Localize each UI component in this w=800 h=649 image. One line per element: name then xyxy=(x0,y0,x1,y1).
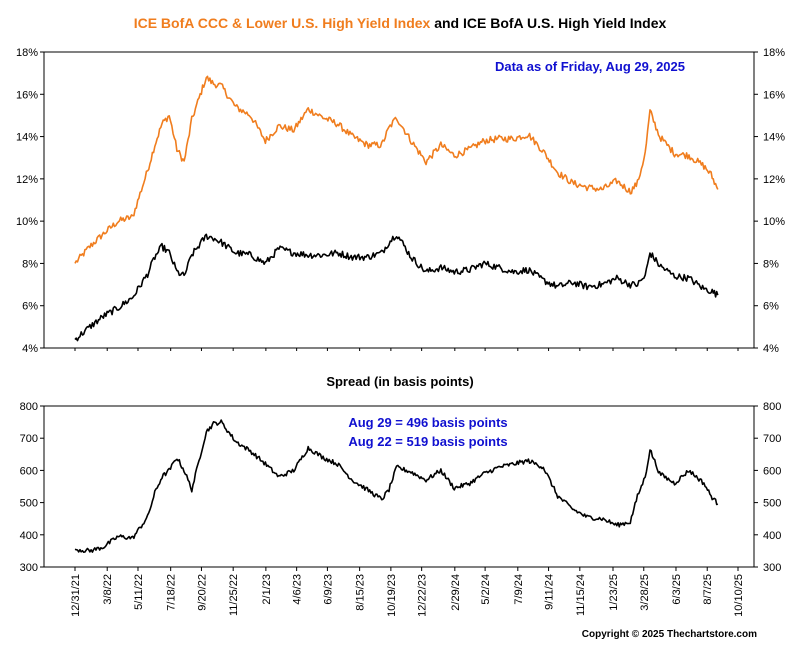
x-tick-label: 6/3/25 xyxy=(671,574,683,605)
y-tick-label-right: 800 xyxy=(763,401,781,413)
y-tick-label-right: 300 xyxy=(763,562,781,574)
x-tick-label: 2/29/24 xyxy=(450,574,462,611)
x-tick-label: 4/6/23 xyxy=(292,574,304,605)
chart-title: ICE BofA CCC & Lower U.S. High Yield Ind… xyxy=(134,15,667,31)
x-tick-label: 11/15/24 xyxy=(575,574,587,616)
spread-annotation-aug29: Aug 29 = 496 basis points xyxy=(348,415,507,430)
y-tick-label-right: 14% xyxy=(763,132,785,144)
y-tick-label-right: 600 xyxy=(763,465,781,477)
spread-plot-area xyxy=(43,405,755,568)
x-tick-label: 6/9/23 xyxy=(322,574,334,605)
x-tick-label: 5/11/22 xyxy=(133,574,145,610)
title-hy-series: and ICE BofA U.S. High Yield Index xyxy=(430,15,666,31)
x-tick-label: 7/18/22 xyxy=(166,574,178,611)
y-tick-label-left: 600 xyxy=(20,465,38,477)
spread-y-axis-left: 300 400 500 600 700 800 xyxy=(20,401,44,574)
y-tick-label-left: 6% xyxy=(22,301,38,313)
y-tick-label-right: 700 xyxy=(763,433,781,445)
x-tick-label: 12/31/21 xyxy=(70,574,82,617)
y-tick-label-left: 12% xyxy=(16,174,38,186)
y-tick-label-right: 8% xyxy=(763,258,779,270)
y-tick-label-right: 400 xyxy=(763,530,781,542)
x-tick-label: 8/7/25 xyxy=(702,574,714,605)
y-tick-label-left: 800 xyxy=(20,401,38,413)
x-tick-label: 5/2/24 xyxy=(480,574,492,605)
y-tick-label-left: 18% xyxy=(16,47,38,59)
x-tick-label: 10/10/25 xyxy=(733,574,745,617)
y-tick-label-left: 10% xyxy=(16,216,38,228)
y-tick-label-right: 18% xyxy=(763,47,785,59)
yield-series-group xyxy=(74,75,719,342)
spread-series-group xyxy=(74,419,719,554)
y-tick-label-left: 8% xyxy=(22,258,38,270)
series-line-0 xyxy=(74,419,719,554)
y-tick-label-left: 300 xyxy=(20,562,38,574)
x-tick-label: 7/9/24 xyxy=(513,574,525,605)
spread-y-axis-right: 300 400 500 600 700 800 xyxy=(754,401,781,574)
spread-annotation-aug22: Aug 22 = 519 basis points xyxy=(348,434,507,449)
y-tick-label-left: 4% xyxy=(22,343,38,355)
y-tick-label-left: 500 xyxy=(20,498,38,510)
x-tick-label: 11/25/22 xyxy=(228,574,240,616)
y-tick-label-right: 500 xyxy=(763,498,781,510)
copyright-text: Copyright © 2025 Thechartstore.com xyxy=(582,629,757,640)
y-tick-label-right: 16% xyxy=(763,89,785,101)
yield-y-axis-left: 4% 6% 8% 10% 12% 14% 16% 18% xyxy=(16,47,44,355)
title-ccc-series: ICE BofA CCC & Lower U.S. High Yield Ind… xyxy=(134,15,431,31)
y-tick-label-left: 700 xyxy=(20,433,38,445)
y-tick-label-right: 4% xyxy=(763,343,779,355)
y-tick-label-right: 12% xyxy=(763,174,785,186)
series-line-0 xyxy=(74,75,719,264)
x-axis: 12/31/21 3/8/22 5/11/22 7/18/22 9/20/22 11/25… xyxy=(70,348,745,617)
series-line-1 xyxy=(74,233,719,342)
spread-panel: 300 400 500 600 700 800 300 400 500 600 700 800 Au… xyxy=(20,401,782,574)
x-tick-label: 3/28/25 xyxy=(639,574,651,611)
y-tick-label-right: 10% xyxy=(763,216,785,228)
x-tick-label: 12/22/23 xyxy=(417,574,429,617)
x-tick-label: 9/11/24 xyxy=(544,574,556,610)
spread-title: Spread (in basis points) xyxy=(326,374,473,389)
x-tick-label: 9/20/22 xyxy=(196,574,208,611)
y-tick-label-left: 16% xyxy=(16,89,38,101)
yield-panel: 4% 6% 8% 10% 12% 14% 16% 18% 4% 6% 8% 10% 12% 14% 16%… xyxy=(16,47,785,355)
x-tick-label: 3/8/22 xyxy=(102,574,114,605)
data-date-annotation: Data as of Friday, Aug 29, 2025 xyxy=(495,59,685,74)
x-tick-label: 10/19/23 xyxy=(386,574,398,617)
x-tick-label: 2/1/23 xyxy=(261,574,273,605)
yield-y-axis-right: 4% 6% 8% 10% 12% 14% 16% 18% xyxy=(754,47,785,355)
y-tick-label-right: 6% xyxy=(763,301,779,313)
yield-plot-area xyxy=(43,51,755,349)
x-tick-label: 8/15/23 xyxy=(355,574,367,611)
y-tick-label-left: 14% xyxy=(16,132,38,144)
x-tick-label: 1/23/25 xyxy=(608,574,620,611)
y-tick-label-left: 400 xyxy=(20,530,38,542)
